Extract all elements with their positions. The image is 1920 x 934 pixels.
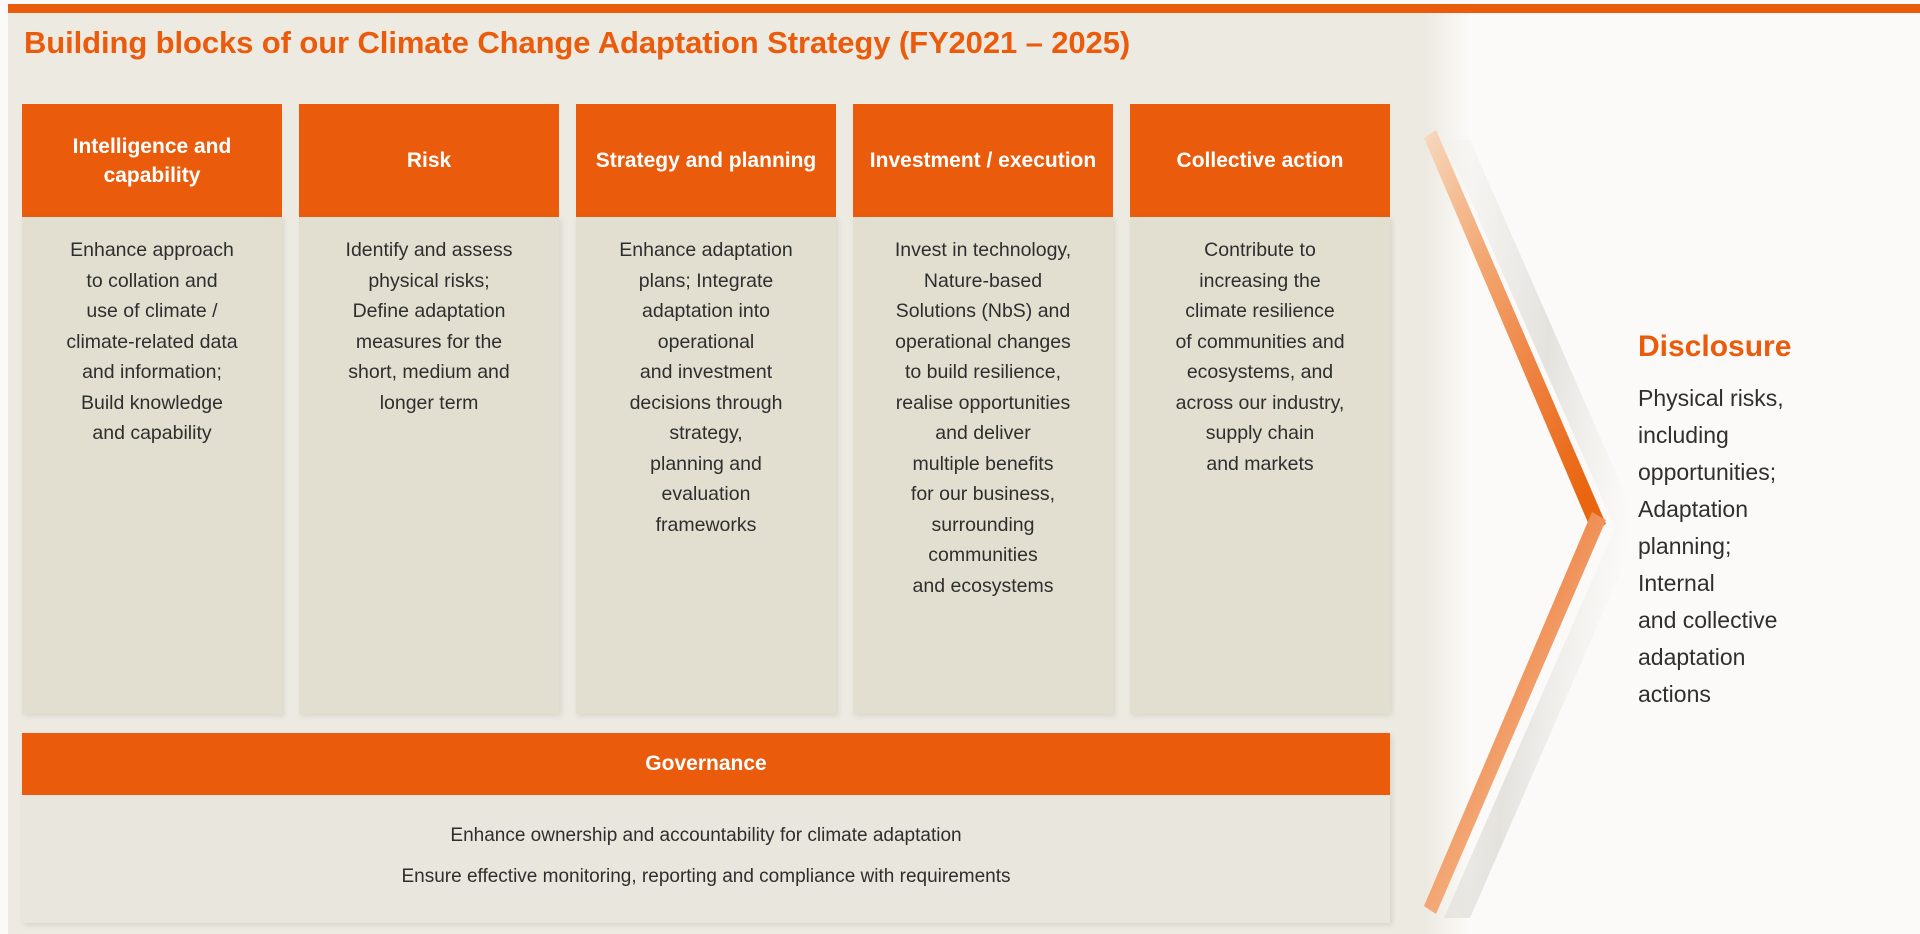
body-line: frameworks: [655, 513, 757, 536]
body-line: and information;: [82, 361, 222, 383]
column-strategy-and-planning[interactable]: Strategy and planning Enhance adaptation…: [576, 104, 836, 714]
body-line: Enhance approach: [70, 239, 234, 261]
column-body: Contribute to increasing the climate res…: [1130, 217, 1390, 714]
disclosure-line: planning;: [1638, 533, 1732, 559]
body-line: and ecosystems: [912, 574, 1054, 597]
body-line: climate-related data: [66, 330, 238, 353]
body-line: and investment: [639, 361, 773, 383]
body-line: operational changes: [895, 330, 1071, 353]
disclosure-panel: Disclosure Physical risks, including opp…: [1638, 328, 1918, 713]
body-line: and deliver: [935, 422, 1031, 444]
column-heading: Collective action: [1130, 104, 1390, 217]
body-line: longer term: [379, 391, 479, 414]
body-line: short, medium and: [348, 361, 510, 383]
body-line: and capability: [92, 422, 212, 444]
body-line: plans; Integrate: [638, 269, 774, 292]
top-accent-rule: [8, 4, 1920, 13]
body-line: evaluation: [661, 483, 751, 505]
body-line: and markets: [1206, 452, 1314, 475]
body-line: Contribute to: [1204, 239, 1316, 261]
column-heading: Strategy and planning: [576, 104, 836, 217]
body-line: of communities and: [1175, 330, 1345, 353]
disclosure-line: adaptation: [1638, 644, 1746, 670]
disclosure-line: including: [1638, 422, 1729, 448]
body-line: to build resilience,: [904, 361, 1062, 383]
body-line: Solutions (NbS) and: [895, 300, 1071, 322]
body-line: multiple benefits: [912, 452, 1054, 475]
body-line: physical risks;: [368, 269, 490, 292]
body-line: planning and: [650, 452, 762, 475]
disclosure-title: Disclosure: [1638, 330, 1792, 363]
disclosure-line: and collective: [1638, 607, 1778, 633]
column-investment-execution[interactable]: Investment / execution Invest in technol…: [853, 104, 1113, 714]
body-line: use of climate /: [86, 300, 218, 322]
body-line: surrounding: [931, 513, 1035, 536]
body-line: climate resilience: [1185, 300, 1335, 322]
body-line: Nature-based: [923, 269, 1043, 292]
disclosure-line: opportunities;: [1638, 459, 1777, 485]
governance-heading: Governance: [22, 733, 1390, 795]
body-line: adaptation into: [642, 300, 770, 322]
building-blocks-columns: Intelligence and capability Enhance appr…: [22, 104, 1390, 714]
panel-shadow-falloff: [1424, 13, 1470, 934]
column-intelligence-and-capability[interactable]: Intelligence and capability Enhance appr…: [22, 104, 282, 714]
column-heading: Intelligence and capability: [22, 104, 282, 217]
body-line: Invest in technology,: [894, 239, 1072, 261]
disclosure-line: Adaptation: [1638, 496, 1748, 522]
body-line: realise opportunities: [895, 391, 1071, 414]
body-line: supply chain: [1205, 422, 1315, 444]
column-collective-action[interactable]: Collective action Contribute to increasi…: [1130, 104, 1390, 714]
body-line: strategy,: [669, 422, 743, 444]
disclosure-line: Internal: [1638, 570, 1715, 596]
column-body: Identify and assess physical risks; Defi…: [299, 217, 559, 714]
disclosure-line: actions: [1638, 681, 1711, 707]
body-line: to collation and: [86, 269, 218, 292]
governance-line: Enhance ownership and accountability for…: [450, 825, 962, 846]
body-line: communities: [928, 544, 1038, 566]
column-body: Invest in technology, Nature-based Solut…: [853, 217, 1113, 714]
body-line: Identify and assess: [345, 239, 513, 261]
column-heading: Investment / execution: [853, 104, 1113, 217]
chevron-shadow: [1444, 140, 1640, 918]
body-line: operational: [657, 330, 755, 353]
body-line: Define adaptation: [352, 300, 506, 322]
body-line: across our industry,: [1175, 391, 1345, 414]
body-line: decisions through: [629, 391, 783, 414]
body-line: for our business,: [910, 483, 1056, 505]
body-line: Build knowledge: [80, 391, 223, 414]
page-title: Building blocks of our Climate Change Ad…: [24, 25, 1131, 60]
disclosure-body: Physical risks, including opportunities;…: [1638, 380, 1918, 713]
governance-body: Enhance ownership and accountability for…: [22, 795, 1390, 923]
column-body: Enhance approach to collation and use of…: [22, 217, 282, 714]
column-body: Enhance adaptation plans; Integrate adap…: [576, 217, 836, 714]
governance-line: Ensure effective monitoring, reporting a…: [401, 866, 1011, 887]
body-line: measures for the: [355, 330, 503, 353]
disclosure-line: Physical risks,: [1638, 385, 1784, 411]
body-line: Enhance adaptation: [619, 239, 793, 261]
column-heading: Risk: [299, 104, 559, 217]
body-line: ecosystems, and: [1186, 361, 1334, 383]
governance-block[interactable]: Governance Enhance ownership and account…: [22, 733, 1390, 923]
body-line: increasing the: [1199, 269, 1321, 292]
column-risk[interactable]: Risk Identify and assess physical risks;…: [299, 104, 559, 714]
